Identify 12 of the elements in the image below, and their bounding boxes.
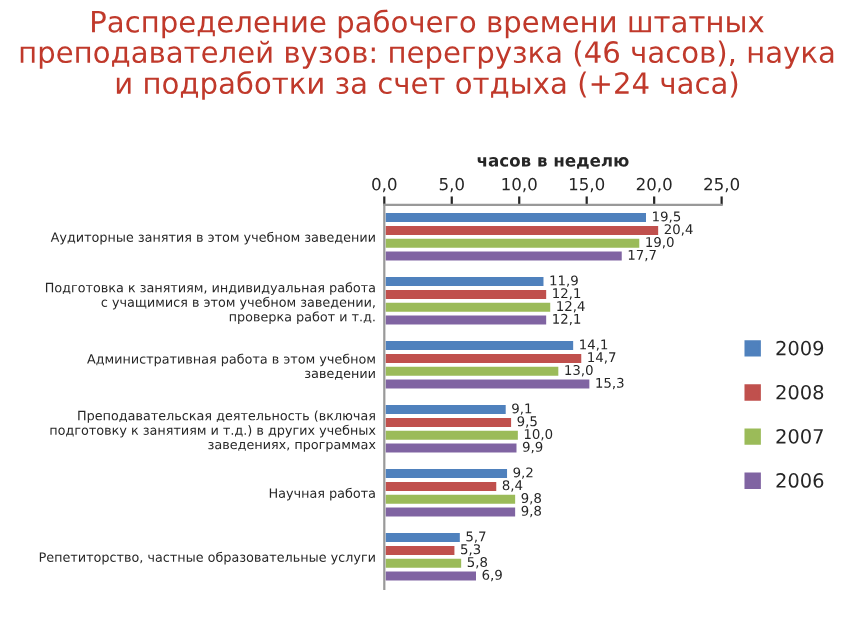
legend-label: 2009 [776, 340, 824, 356]
legend-label: 2006 [776, 473, 824, 488]
x-axis-title: часов в неделю [477, 157, 629, 169]
chart-title: Распределение рабочего времени штатных преподавателей вузов: перегрузка (46 часов), наука и подработки за счет отдыха (+24 часа) [20, 9, 834, 100]
x-tick-label: 20,0 [636, 177, 672, 193]
x-tick-label: 10,0 [502, 177, 537, 193]
x-tick-label: 15,0 [569, 177, 605, 193]
legend-label: 2008 [776, 384, 824, 400]
x-tick-label: 0,0 [372, 177, 397, 193]
legend-label: 2007 [776, 428, 823, 444]
x-tick-label: 5,0 [439, 177, 464, 193]
x-tick-label: 25,0 [704, 177, 740, 193]
